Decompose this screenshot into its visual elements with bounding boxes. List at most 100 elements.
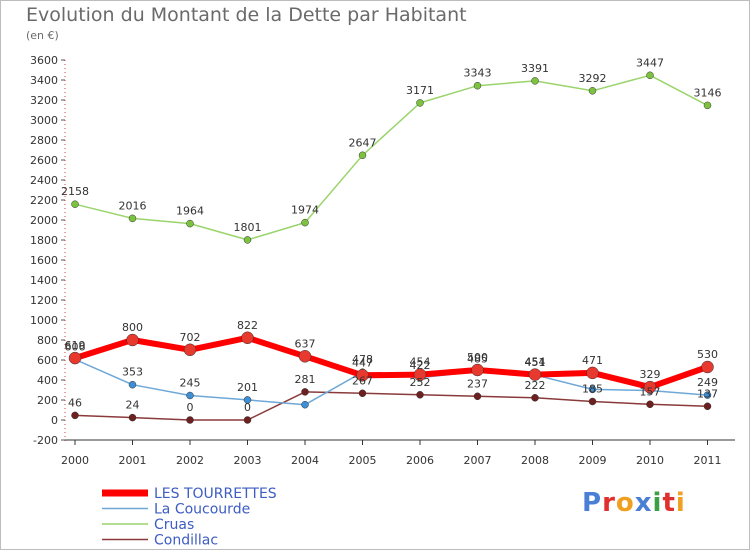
data-point xyxy=(186,416,194,424)
data-label: 606 xyxy=(65,340,86,353)
y-tick-label: 1200 xyxy=(30,294,58,307)
y-tick-label: 1600 xyxy=(30,254,58,267)
y-tick-label: 1800 xyxy=(30,234,58,247)
y-tick-label: 400 xyxy=(37,374,58,387)
data-label: 237 xyxy=(467,377,488,390)
data-label: 500 xyxy=(467,351,488,364)
data-label: 702 xyxy=(180,331,201,344)
logo-letter: r xyxy=(602,488,616,518)
data-label: 422 xyxy=(410,359,431,372)
data-point xyxy=(243,236,252,244)
x-tick-label: 2005 xyxy=(349,454,377,467)
data-point xyxy=(703,101,712,110)
data-label: 329 xyxy=(640,368,661,381)
y-tick-label: 2200 xyxy=(30,194,58,207)
data-label: 281 xyxy=(295,373,316,386)
chart-axes: -200020040060080010001200140016001800200… xyxy=(30,54,735,467)
x-tick-label: 2010 xyxy=(636,454,664,467)
data-label: 447 xyxy=(352,356,373,369)
data-point xyxy=(358,389,367,398)
logo-letter: t xyxy=(662,488,676,518)
legend-label: Condillac xyxy=(154,533,218,549)
series-line xyxy=(74,334,709,391)
data-point xyxy=(646,71,654,80)
data-point xyxy=(243,396,252,404)
data-point xyxy=(586,366,599,380)
y-tick-label: 1400 xyxy=(30,274,58,287)
data-label: 3146 xyxy=(694,86,722,99)
data-label: 185 xyxy=(582,383,603,396)
data-point xyxy=(186,219,194,228)
logo-letter: P xyxy=(582,488,603,518)
data-point xyxy=(356,369,369,382)
data-label: 3171 xyxy=(406,84,434,97)
series-line xyxy=(74,358,708,406)
data-label: 201 xyxy=(237,381,258,394)
data-label: 822 xyxy=(237,319,258,332)
data-label: 530 xyxy=(697,348,718,361)
data-point xyxy=(528,368,542,381)
data-label: 0 xyxy=(187,401,194,414)
data-label: 252 xyxy=(410,376,431,389)
data-label: 619 xyxy=(65,339,86,352)
data-label: 478 xyxy=(352,353,373,366)
data-label: 249 xyxy=(697,376,718,389)
chart-data-labels: 619 800 702 822 637 447 454 500 454 471 329 530 606 3… xyxy=(61,56,722,414)
data-point xyxy=(183,343,197,357)
x-tick-label: 2007 xyxy=(464,454,492,467)
data-label: 454 xyxy=(525,356,546,369)
data-label: 137 xyxy=(697,387,718,400)
y-tick-label: 2800 xyxy=(30,134,58,147)
data-point xyxy=(531,394,539,402)
data-label: 157 xyxy=(640,385,661,398)
data-label: 3391 xyxy=(521,62,549,75)
data-label: 24 xyxy=(126,399,140,412)
data-point xyxy=(588,397,597,406)
logo-letter: o xyxy=(615,488,635,518)
data-label: 267 xyxy=(352,374,373,387)
x-tick-label: 2011 xyxy=(694,454,722,467)
data-point xyxy=(643,380,657,394)
data-point xyxy=(471,363,484,377)
data-point xyxy=(186,391,194,400)
series-line xyxy=(74,391,708,421)
y-tick-label: 3000 xyxy=(30,114,58,127)
x-tick-label: 2004 xyxy=(291,454,319,467)
proxiti-logo: Proxiti xyxy=(582,488,686,518)
y-tick-label: 3400 xyxy=(30,74,58,87)
y-tick-label: 2400 xyxy=(30,174,58,187)
data-label: 2158 xyxy=(61,185,89,198)
data-label: 3447 xyxy=(636,56,664,69)
data-label: 451 xyxy=(525,356,546,369)
data-label: 454 xyxy=(410,356,431,369)
data-point xyxy=(68,351,82,365)
logo-letter: x xyxy=(634,488,653,518)
y-tick-label: 200 xyxy=(37,394,58,407)
data-point xyxy=(301,218,309,227)
data-point xyxy=(473,81,482,90)
data-label: 245 xyxy=(180,377,201,390)
data-point xyxy=(701,360,714,374)
data-point xyxy=(128,413,137,422)
data-label: 46 xyxy=(68,396,82,409)
chart-title: Evolution du Montant de la Dette par Hab… xyxy=(26,4,467,26)
logo-letter: i xyxy=(652,488,663,518)
x-tick-label: 2008 xyxy=(521,454,549,467)
data-point xyxy=(703,391,712,399)
data-label: 3292 xyxy=(579,72,607,85)
x-tick-label: 2001 xyxy=(119,454,147,467)
y-tick-label: 2000 xyxy=(30,214,58,227)
data-label: 485 xyxy=(467,353,488,366)
y-tick-label: 1000 xyxy=(30,314,58,327)
data-label: 471 xyxy=(582,354,603,367)
logo-letter: i xyxy=(675,488,686,518)
data-label: 2647 xyxy=(349,136,377,149)
x-tick-label: 2003 xyxy=(234,454,262,467)
legend-label: Cruas xyxy=(154,517,194,533)
legend-label: LES TOURRETTES xyxy=(154,486,277,502)
data-point xyxy=(473,392,482,401)
legend-label: La Coucourde xyxy=(154,502,250,518)
chart-series-lines xyxy=(68,71,714,424)
data-point xyxy=(416,391,424,399)
